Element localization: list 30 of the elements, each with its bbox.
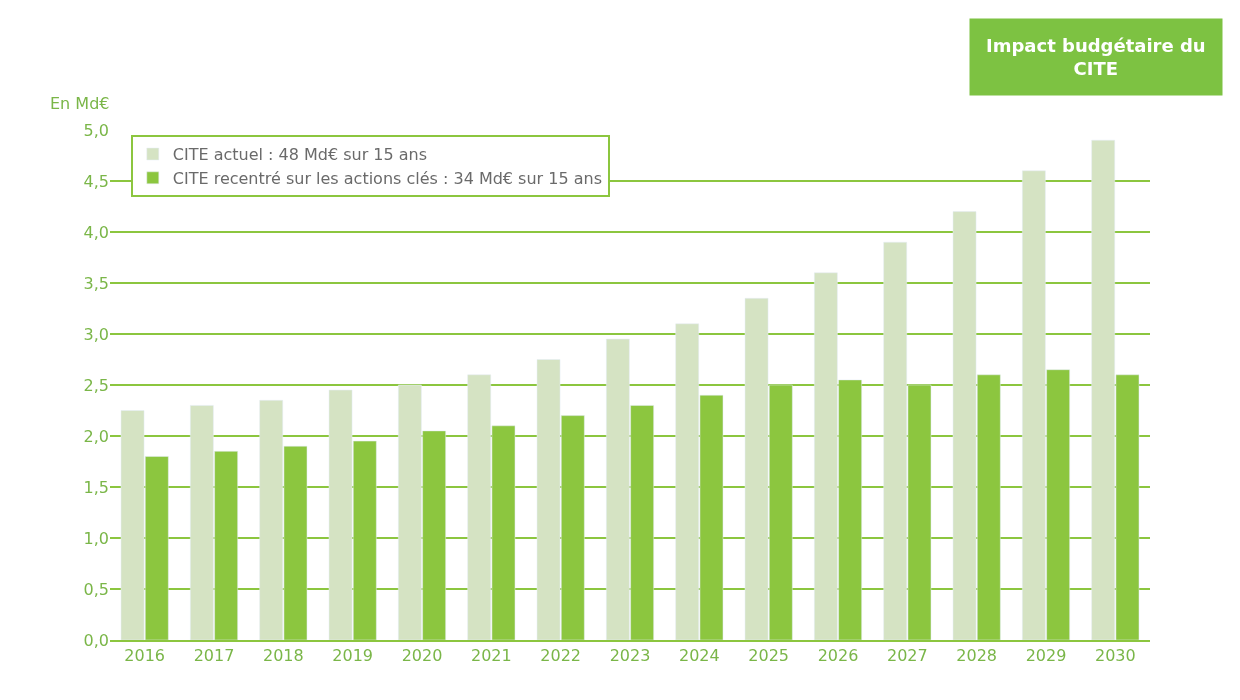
y-tick-label: 2,0 <box>83 426 109 446</box>
x-tick-label: 2021 <box>470 646 512 666</box>
x-tick-label: 2024 <box>678 646 720 666</box>
y-tick-label: 0,5 <box>83 579 109 599</box>
chart-title: Impact budgétaire du CITE <box>986 35 1206 80</box>
x-tick-label: 2027 <box>886 646 928 666</box>
legend-label: CITE actuel : 48 Md€ sur 15 ans <box>172 145 428 165</box>
x-tick-label: 2026 <box>817 646 859 666</box>
y-tick-label: 1,5 <box>83 477 109 497</box>
y-tick-label: 1,0 <box>83 528 109 548</box>
legend-label: CITE recentré sur les actions clés : 34 Md€ sur 15 ans <box>172 169 602 189</box>
y-tick-label: 2,5 <box>83 375 109 395</box>
x-tick-label: 2017 <box>193 646 235 666</box>
y-tick-label: 0,0 <box>83 630 109 650</box>
y-tick-label: 3,0 <box>83 324 109 344</box>
y-tick-label: 3,5 <box>83 273 109 293</box>
y-tick-label: 4,0 <box>83 222 109 242</box>
x-tick-label: 2025 <box>748 646 790 666</box>
y-tick-label: 5,0 <box>83 120 109 140</box>
x-tick-label: 2030 <box>1094 646 1136 666</box>
x-tick-label: 2016 <box>124 646 166 666</box>
x-tick-label: 2018 <box>262 646 304 666</box>
x-tick-label: 2020 <box>401 646 443 666</box>
x-tick-label: 2023 <box>609 646 651 666</box>
y-tick-label: 4,5 <box>83 171 109 191</box>
x-tick-label: 2029 <box>1025 646 1067 666</box>
y-axis-title: En Md€ <box>50 94 110 113</box>
x-tick-label: 2022 <box>540 646 582 666</box>
x-tick-label: 2019 <box>332 646 374 666</box>
x-tick-label: 2028 <box>956 646 998 666</box>
